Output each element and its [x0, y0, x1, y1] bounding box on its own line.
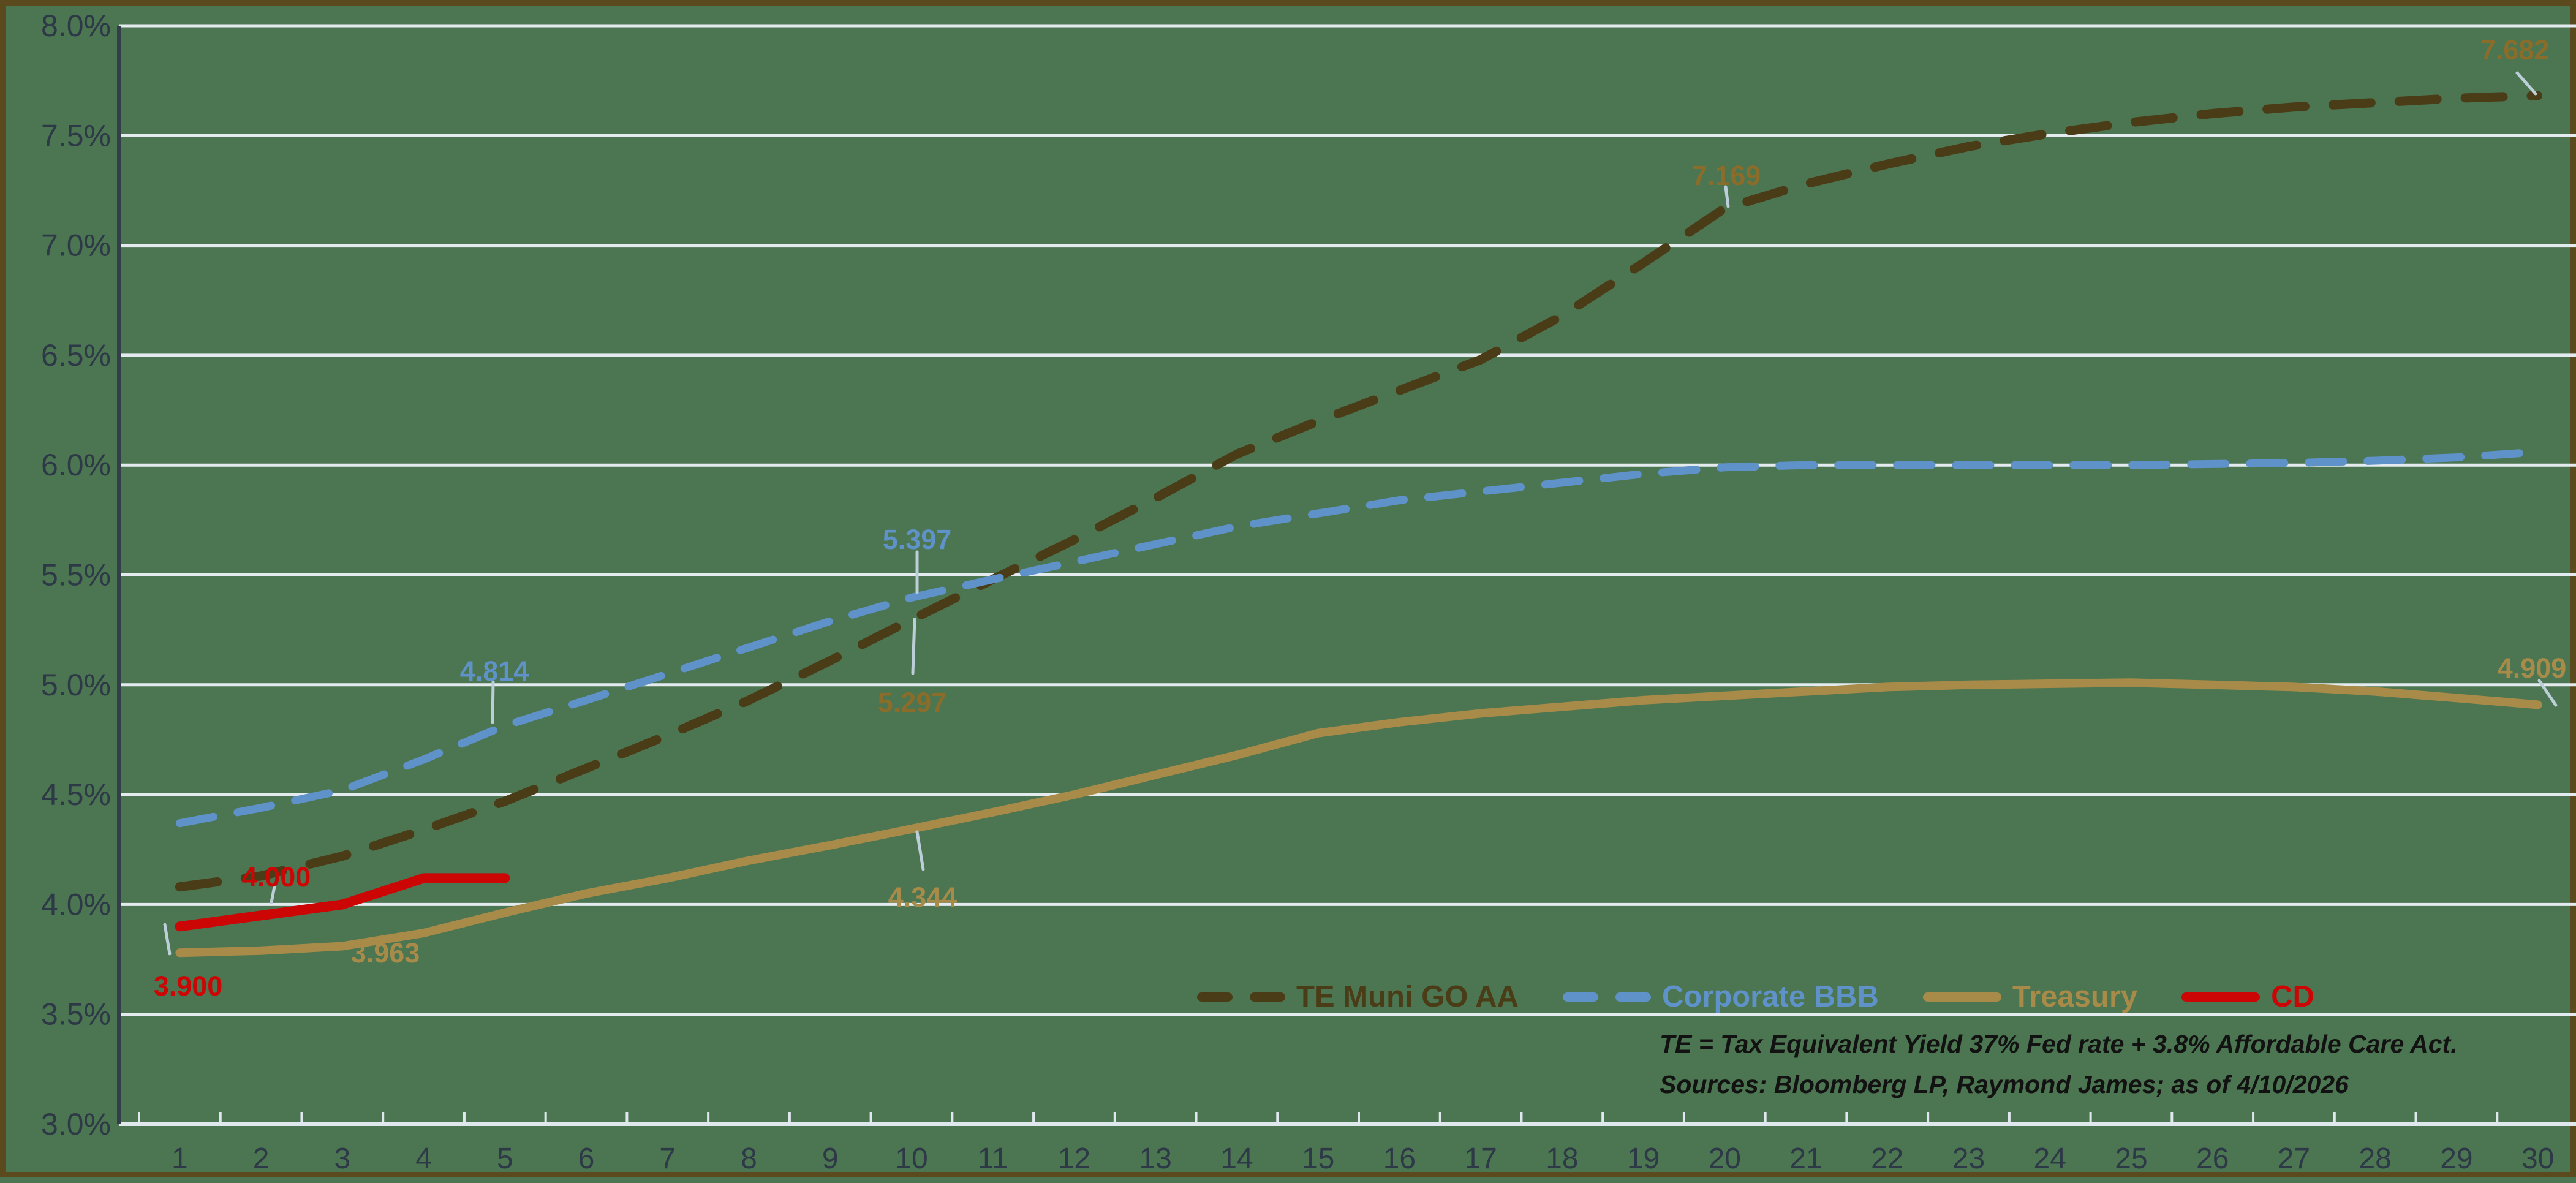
- leader-line-4.000: [270, 885, 276, 904]
- legend-label-treasury: Treasury: [2012, 980, 2138, 1013]
- x-tick-label-15: 15: [1302, 1143, 1334, 1175]
- legend-label-te-muni: TE Muni GO AA: [1296, 980, 1519, 1013]
- x-tick-label-22: 22: [1871, 1143, 1903, 1175]
- x-tick-label-28: 28: [2359, 1143, 2391, 1175]
- data-label-7.682: 7.682: [2480, 34, 2550, 66]
- leader-line-4.909: [2537, 679, 2558, 707]
- data-label-4.814: 4.814: [460, 656, 529, 687]
- y-tick-label-4.0%: 4.0%: [41, 887, 111, 921]
- x-tick-label-2: 2: [253, 1143, 270, 1175]
- x-tick-label-13: 13: [1139, 1143, 1171, 1175]
- data-label-7.169: 7.169: [1692, 160, 1761, 191]
- x-tick-label-7: 7: [659, 1143, 676, 1175]
- leader-line-5.297: [911, 618, 916, 675]
- x-tick-label-9: 9: [822, 1143, 839, 1175]
- leader-line-3.900: [163, 923, 172, 956]
- series-corporate-bbb: [175, 448, 2542, 828]
- leader-line-7.682: [2515, 71, 2537, 96]
- y-tick-label-6.5%: 6.5%: [41, 338, 111, 372]
- x-tick-label-27: 27: [2278, 1143, 2310, 1175]
- y-tick-label-3.0%: 3.0%: [41, 1107, 111, 1141]
- legend-label-cd: CD: [2271, 980, 2314, 1013]
- x-tick-label-16: 16: [1383, 1143, 1416, 1175]
- x-tick-label-8: 8: [741, 1143, 757, 1175]
- x-tick-label-19: 19: [1627, 1143, 1660, 1175]
- legend-item-treasury: Treasury: [1922, 980, 2138, 1014]
- footnote-line-2: Sources: Bloomberg LP, Raymond James; as…: [1660, 1070, 2349, 1098]
- x-tick-label-1: 1: [172, 1143, 188, 1175]
- data-label-4.909: 4.909: [2498, 652, 2567, 684]
- x-tick-label-12: 12: [1058, 1143, 1090, 1175]
- series-te-muni-go-aa: [175, 91, 2543, 892]
- x-tick-label-26: 26: [2196, 1143, 2229, 1175]
- yield-curve-chart: 8.0% 7.5% 7.0% 6.5% 6.0% 5.5% 5.0% 4.5% 4.0% 3.5%…: [41, 9, 2576, 1175]
- leader-line-4.344: [915, 830, 925, 871]
- legend-item-cd: CD: [2181, 980, 2314, 1014]
- x-tick-label-11: 11: [978, 1143, 1008, 1175]
- te-muni-dash-swatch-icon: [1197, 992, 1285, 1002]
- x-tick-label-6: 6: [578, 1143, 595, 1175]
- x-tick-label-29: 29: [2440, 1143, 2472, 1175]
- data-label-5.397: 5.397: [883, 524, 952, 555]
- series-cd: [175, 873, 510, 932]
- legend-label-corporate-bbb: Corporate BBB: [1661, 980, 1879, 1013]
- x-tick-label-25: 25: [2115, 1143, 2147, 1175]
- legend-item-corporate-bbb: Corporate BBB: [1562, 980, 1879, 1014]
- legend: TE Muni GO AA Corporate BBB Treasury CD: [1197, 972, 2314, 1021]
- y-tick-label-4.5%: 4.5%: [41, 777, 111, 812]
- x-tick-label-21: 21: [1789, 1143, 1822, 1175]
- cd-line-swatch-icon: [2181, 992, 2261, 1002]
- y-tick-label-5.0%: 5.0%: [41, 668, 111, 702]
- x-tick-label-10: 10: [895, 1143, 927, 1175]
- y-tick-label-8.0%: 8.0%: [41, 9, 111, 43]
- data-label-5.297: 5.297: [878, 687, 947, 718]
- data-label-4.344: 4.344: [888, 882, 958, 913]
- treasury-line-swatch-icon: [1922, 992, 2001, 1002]
- x-tick-label-17: 17: [1464, 1143, 1497, 1175]
- x-tick-label-24: 24: [2034, 1143, 2066, 1175]
- y-tick-label-5.5%: 5.5%: [41, 558, 111, 592]
- series-treasury: [175, 678, 2542, 958]
- data-label-4.000: 4.000: [242, 861, 311, 893]
- x-tick-label-30: 30: [2521, 1143, 2554, 1175]
- leader-line-7.169: [1724, 185, 1730, 208]
- y-tick-label-6.0%: 6.0%: [41, 448, 111, 482]
- x-tick-label-20: 20: [1709, 1143, 1741, 1175]
- x-tick-label-18: 18: [1546, 1143, 1578, 1175]
- legend-item-te-muni: TE Muni GO AA: [1197, 980, 1519, 1014]
- x-tick-label-3: 3: [334, 1143, 350, 1175]
- data-label-3.963: 3.963: [351, 937, 420, 969]
- x-tick-label-14: 14: [1220, 1143, 1253, 1175]
- y-tick-label-3.5%: 3.5%: [41, 997, 111, 1032]
- footnote-line-1: TE = Tax Equivalent Yield 37% Fed rate +…: [1660, 1030, 2458, 1058]
- x-tick-label-23: 23: [1952, 1143, 1985, 1175]
- footnote: TE = Tax Equivalent Yield 37% Fed rate +…: [1660, 1024, 2458, 1105]
- y-tick-label-7.0%: 7.0%: [41, 229, 111, 263]
- corporate-bbb-dash-swatch-icon: [1562, 992, 1651, 1002]
- y-tick-label-7.5%: 7.5%: [41, 118, 111, 153]
- data-label-3.900: 3.900: [154, 970, 223, 1002]
- x-tick-label-5: 5: [497, 1143, 513, 1175]
- x-tick-label-4: 4: [415, 1143, 432, 1175]
